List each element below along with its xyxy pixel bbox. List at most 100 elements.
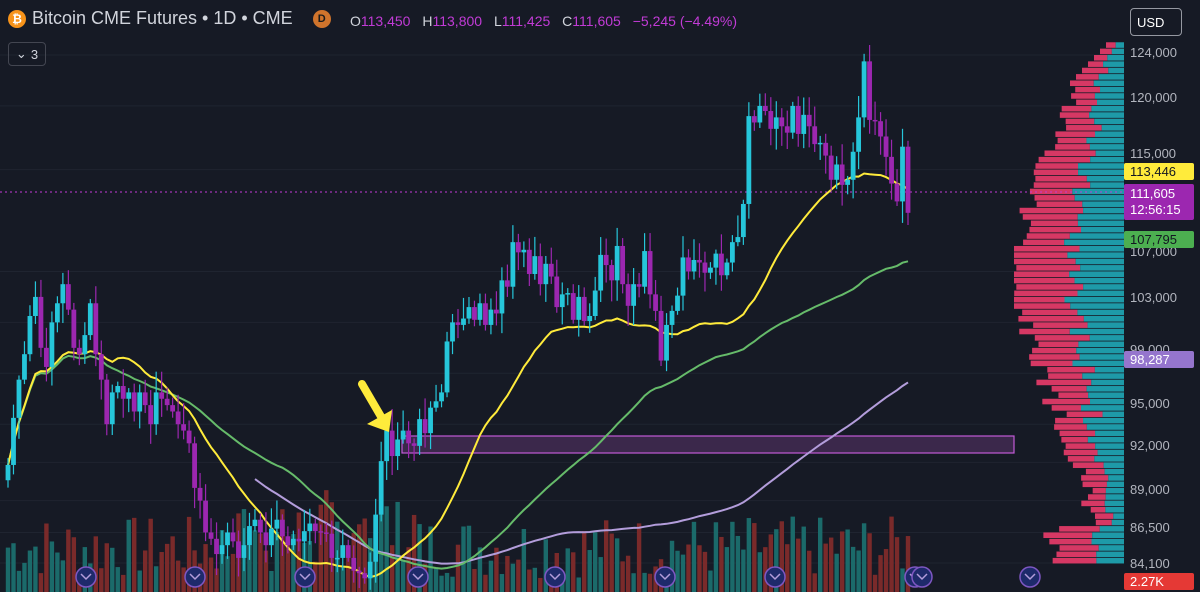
event-marker-circle: [184, 566, 206, 588]
volume-bar: [741, 549, 746, 592]
candle: [768, 97, 774, 146]
candle: [93, 286, 99, 367]
volume-profile-buy: [1086, 175, 1124, 182]
candle-body: [565, 293, 571, 295]
volume-profile-sell: [1019, 328, 1070, 335]
candle-body: [362, 573, 368, 579]
volume-profile-sell: [1029, 226, 1081, 233]
candle-body: [197, 487, 203, 501]
candle: [312, 518, 318, 544]
volume-bar: [779, 521, 784, 592]
volume-bar: [247, 545, 252, 592]
volume-bar: [378, 502, 384, 592]
volume-profile-sell: [1023, 239, 1065, 246]
volume-profile-sell: [1056, 551, 1097, 558]
candle: [845, 175, 851, 195]
candle-body: [98, 354, 104, 380]
volume-bar: [527, 569, 532, 592]
volume-profile-buy: [1067, 252, 1124, 258]
candle: [329, 520, 335, 572]
candle-body: [472, 307, 477, 320]
candle: [894, 169, 900, 207]
candle: [806, 97, 812, 148]
candle: [543, 255, 549, 302]
candle: [274, 500, 280, 541]
candle-body: [664, 324, 669, 361]
volume-bar: [472, 568, 477, 592]
volume-profile-buy: [1072, 188, 1124, 195]
volume-profile-sell: [1014, 277, 1075, 284]
volume-bar: [538, 577, 543, 592]
volume-profile-buy: [1069, 233, 1124, 239]
candle: [839, 144, 845, 206]
candle-body: [340, 545, 346, 558]
volume-bar: [735, 535, 741, 592]
candle: [252, 509, 258, 532]
volume-bar: [499, 574, 505, 592]
candle: [664, 313, 669, 372]
source-badge-icon[interactable]: D: [312, 9, 331, 28]
candle: [455, 309, 461, 339]
candle-body: [279, 519, 285, 537]
volume-profile-buy: [1075, 258, 1124, 265]
candle-body: [186, 430, 192, 444]
candle: [230, 518, 236, 548]
candle: [565, 288, 571, 306]
candle-body: [142, 392, 148, 406]
symbol-header[interactable]: ₿ Bitcoin CME Futures • 1D • CME D: [8, 8, 331, 29]
currency-button[interactable]: USD: [1130, 8, 1182, 36]
candle-body: [384, 430, 390, 462]
volume-bar: [647, 573, 653, 592]
symbol-title[interactable]: Bitcoin CME Futures • 1D • CME: [32, 8, 293, 28]
volume-profile-sell: [1036, 201, 1083, 207]
candle-body: [537, 256, 543, 285]
candle-body: [126, 392, 132, 399]
candle: [428, 401, 433, 450]
volume-profile-sell: [1019, 207, 1084, 214]
candle-body: [60, 284, 66, 304]
volume-bar: [433, 567, 439, 592]
candle-body: [181, 424, 187, 431]
indicators-toggle-button[interactable]: ⌄ 3: [8, 42, 46, 66]
candle: [795, 96, 801, 147]
candle-body: [719, 253, 724, 276]
candle: [905, 140, 911, 225]
volume-profile-buy: [1077, 220, 1124, 227]
indicators-count: 3: [30, 46, 39, 62]
candle-body: [164, 398, 170, 406]
volume-profile-sell: [1088, 61, 1104, 67]
candle-body: [669, 310, 675, 325]
candle-body: [411, 443, 417, 446]
volume-bar: [99, 568, 104, 592]
volume-profile-buy: [1095, 150, 1124, 157]
candle-body: [812, 126, 818, 145]
candle: [856, 96, 862, 170]
event-marker-icon: [75, 566, 97, 588]
candle: [411, 438, 417, 461]
event-marker-icon: [764, 566, 786, 588]
candle: [834, 156, 840, 190]
ma20-line: [7, 172, 909, 578]
volume-profile-sell: [1035, 175, 1087, 182]
candle-body: [477, 303, 483, 320]
volume-profile-buy: [1077, 214, 1124, 220]
candle-body: [762, 105, 768, 112]
volume-bar: [477, 547, 483, 592]
candle-body: [488, 309, 494, 325]
candle: [872, 101, 878, 136]
candle-body: [208, 532, 214, 539]
volume-profile-buy: [1104, 468, 1124, 475]
volume-profile-sell: [1022, 214, 1078, 220]
volume-profile-sell: [1085, 468, 1105, 475]
volume-bar: [850, 546, 856, 592]
candle: [22, 341, 27, 385]
volume-bar: [582, 531, 587, 592]
volume-profile-buy: [1081, 405, 1124, 411]
candle: [422, 398, 428, 448]
high-label: H: [422, 13, 433, 29]
candle-body: [82, 335, 88, 355]
volume-profile-buy: [1090, 398, 1124, 405]
volume-bar: [614, 538, 620, 592]
volume-bar: [406, 547, 411, 592]
